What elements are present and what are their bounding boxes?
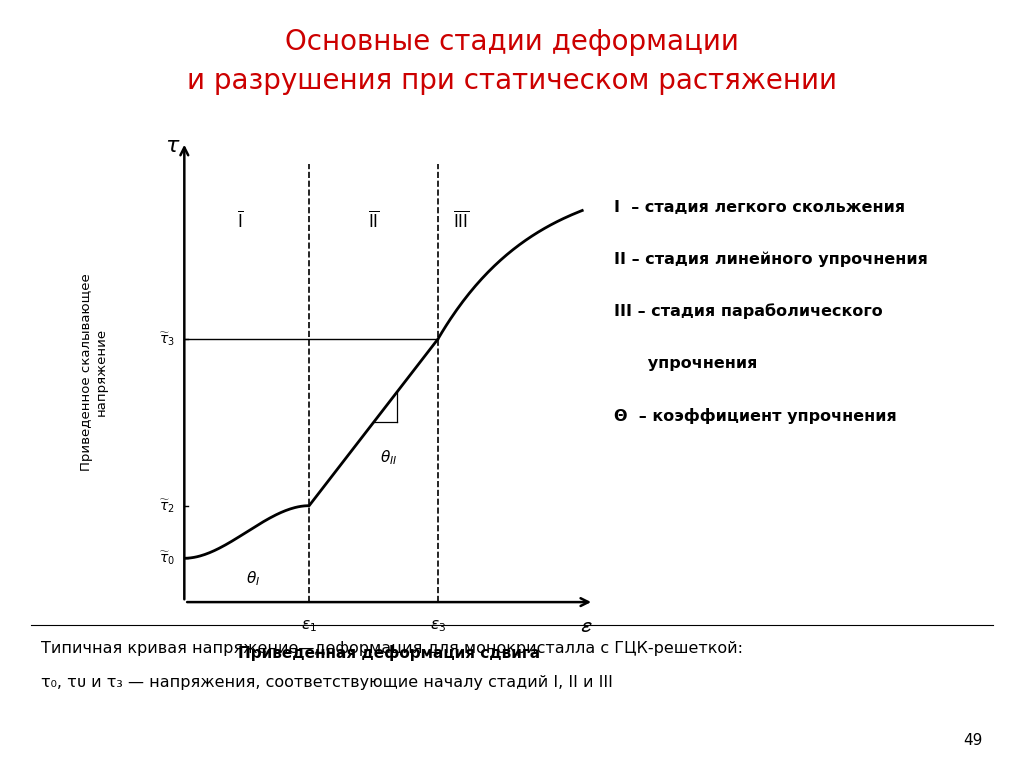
Text: III – стадия параболического: III – стадия параболического	[614, 304, 883, 319]
Text: $\overline{\mathrm{III}}$: $\overline{\mathrm{III}}$	[453, 210, 470, 232]
Text: $\overline{\mathrm{I}}$: $\overline{\mathrm{I}}$	[237, 210, 244, 232]
Text: и разрушения при статическом растяжении: и разрушения при статическом растяжении	[187, 67, 837, 94]
Text: $\overline{\mathrm{II}}$: $\overline{\mathrm{II}}$	[368, 210, 380, 232]
Text: Типичная кривая напряжение—деформация для монокристалла с ГЦК-решеткой:: Типичная кривая напряжение—деформация дл…	[41, 640, 743, 656]
Text: $\widetilde{\tau}_0$: $\widetilde{\tau}_0$	[159, 549, 174, 567]
Text: $\mathcal{\varepsilon}$: $\mathcal{\varepsilon}$	[580, 616, 593, 636]
Text: $\tau$: $\tau$	[165, 137, 180, 156]
Text: Основные стадии деформации: Основные стадии деформации	[285, 28, 739, 56]
Text: $\varepsilon_1$: $\varepsilon_1$	[301, 618, 317, 634]
Text: $\theta_I$: $\theta_I$	[246, 569, 260, 588]
Text: I  – стадия легкого скольжения: I – стадия легкого скольжения	[614, 199, 905, 215]
Text: τ₀, τᴜ и τ₃ — напряжения, соответствующие началу стадий I, II и III: τ₀, τᴜ и τ₃ — напряжения, соответствующи…	[41, 675, 612, 690]
Text: Приведенное скалывающее
напряжение: Приведенное скалывающее напряжение	[80, 273, 109, 471]
Text: $\widetilde{\tau}_3$: $\widetilde{\tau}_3$	[159, 331, 174, 348]
Text: $\theta_{II}$: $\theta_{II}$	[381, 449, 397, 467]
Text: II – стадия линейного упрочнения: II – стадия линейного упрочнения	[614, 252, 929, 267]
Text: упрочнения: упрочнения	[614, 356, 758, 371]
Text: 49: 49	[964, 732, 983, 748]
Text: $\varepsilon_3$: $\varepsilon_3$	[430, 618, 445, 634]
Text: Θ  – коэффициент упрочнения: Θ – коэффициент упрочнения	[614, 408, 897, 423]
Text: Приведенная деформация сдвига: Приведенная деформация сдвига	[238, 645, 541, 660]
Text: $\widetilde{\tau}_2$: $\widetilde{\tau}_2$	[159, 497, 174, 515]
